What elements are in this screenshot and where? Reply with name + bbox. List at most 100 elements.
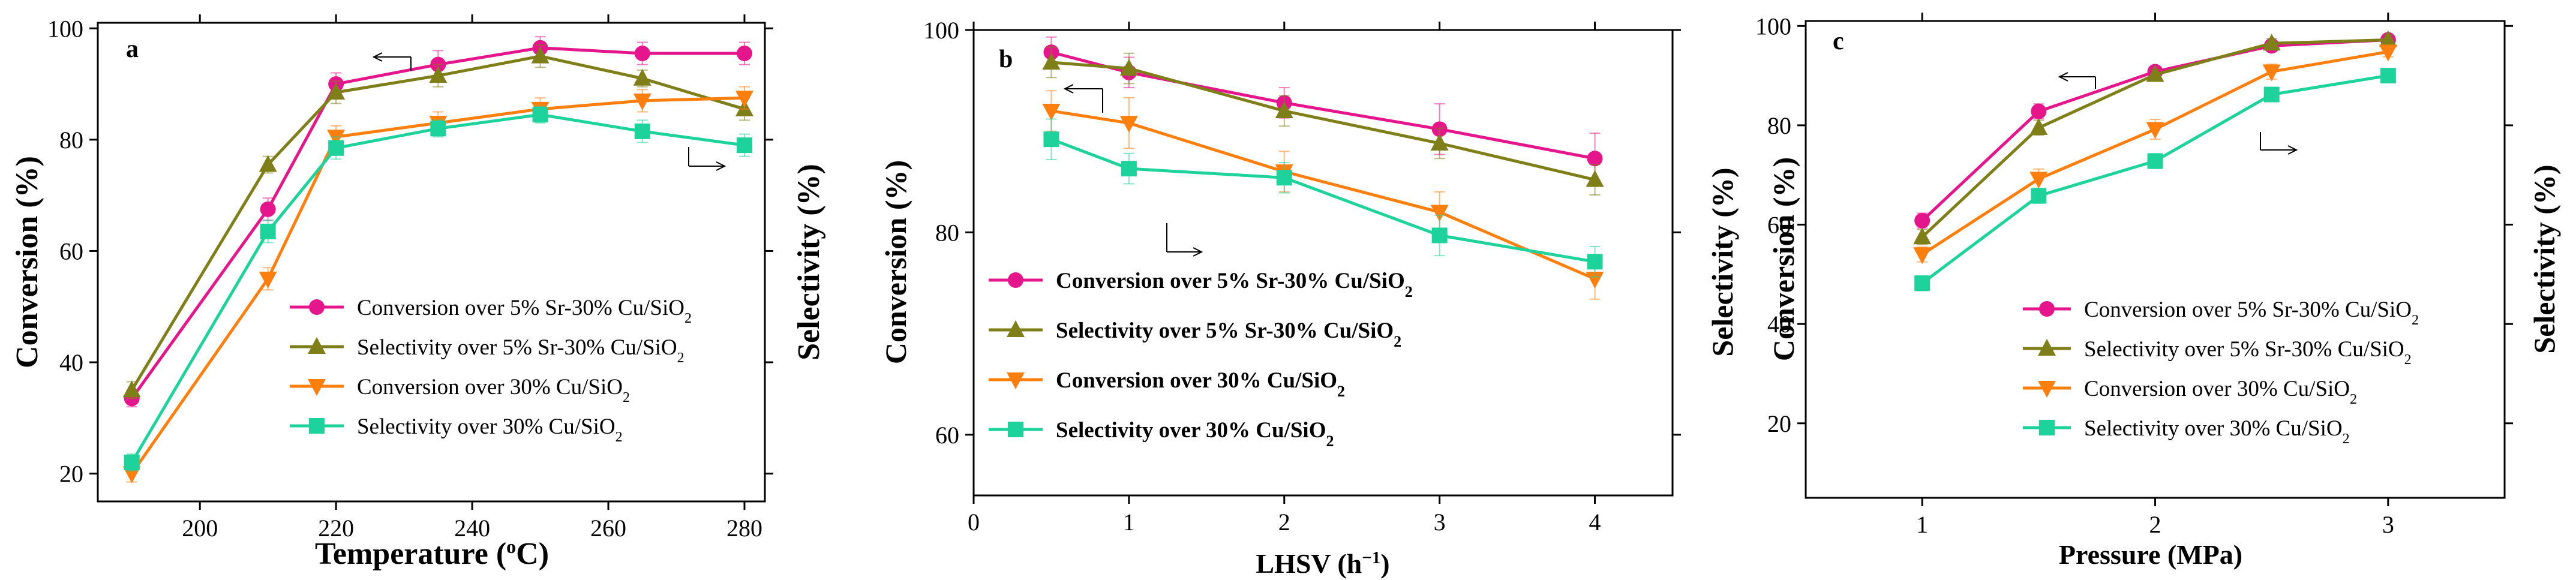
legend-entry: Conversion over 5% Sr-30% Cu/SiO2 bbox=[989, 269, 1413, 300]
chart-panel-c: 1 2 3 20 40 60 80 100 Pressure (MPa) Conversion (… bbox=[1755, 13, 2561, 570]
legend-label: Conversion over 30% Cu/SiO2 bbox=[1056, 368, 1345, 400]
data-point bbox=[1586, 170, 1604, 187]
data-point bbox=[124, 455, 140, 471]
legend-swatch-marker bbox=[309, 299, 325, 315]
legend-swatch-marker bbox=[308, 337, 326, 354]
x-axis-label: LHSV (h−1) bbox=[1256, 548, 1389, 579]
data-point bbox=[2147, 153, 2163, 169]
panel-letter: a bbox=[126, 35, 139, 63]
legend-swatch-marker bbox=[1008, 422, 1023, 437]
legend-swatch-marker bbox=[1007, 372, 1025, 389]
series-line bbox=[1921, 74, 2389, 285]
y-tick-label: 40 bbox=[1767, 311, 1791, 338]
plot-frame bbox=[972, 29, 1674, 497]
data-point bbox=[259, 155, 277, 172]
data-point bbox=[2029, 118, 2048, 136]
series-line bbox=[130, 113, 745, 464]
data-point bbox=[1587, 254, 1603, 270]
series-sel_sr bbox=[1042, 46, 1604, 196]
y-tick-label: 100 bbox=[1755, 13, 1791, 40]
y-axis-label-right: Selectivity (%) bbox=[792, 164, 826, 360]
data-point bbox=[1587, 151, 1603, 167]
axis-arrow-left bbox=[2058, 72, 2096, 89]
legend-entry: Conversion over 30% Cu/SiO2 bbox=[2023, 377, 2357, 407]
data-point bbox=[634, 123, 650, 139]
axis-arrow-right bbox=[2260, 132, 2298, 155]
series-sel_sr bbox=[122, 44, 753, 399]
data-point bbox=[1276, 170, 1292, 186]
data-point bbox=[2029, 172, 2048, 189]
y-tick-label: 20 bbox=[1767, 410, 1791, 437]
legend-swatch-marker bbox=[308, 379, 326, 396]
y-tick-label: 100 bbox=[47, 15, 83, 42]
y-axis-label-right: Selectivity (%) bbox=[2527, 164, 2561, 353]
y-axis-label-left: Conversion (%) bbox=[879, 160, 912, 364]
legend-entry: Conversion over 30% Cu/SiO2 bbox=[989, 368, 1345, 400]
legend-swatch-marker bbox=[1007, 320, 1025, 337]
data-point bbox=[259, 271, 277, 289]
data-point bbox=[633, 68, 651, 86]
data-point bbox=[735, 91, 753, 108]
x-tick-label: 2 bbox=[1278, 509, 1290, 536]
data-point bbox=[260, 201, 276, 217]
chart-panel-a: 200 220 240 260 280 20 40 60 80 100 Temperature (o… bbox=[10, 14, 826, 571]
data-point bbox=[1042, 52, 1061, 70]
legend-label: Conversion over 30% Cu/SiO2 bbox=[2084, 377, 2357, 407]
legend-swatch-marker bbox=[2038, 339, 2056, 356]
series-sel_cu bbox=[1914, 68, 2396, 291]
data-point bbox=[327, 82, 346, 100]
arrow-head bbox=[1063, 84, 1074, 94]
x-tick-label: 2 bbox=[2149, 511, 2161, 538]
legend-label: Selectivity over 5% Sr-30% Cu/SiO2 bbox=[357, 335, 684, 366]
series-sel_cu bbox=[1043, 118, 1603, 278]
plot-frame bbox=[97, 22, 766, 503]
legend-swatch-marker bbox=[309, 418, 325, 434]
legend-swatch-marker bbox=[2038, 381, 2056, 398]
data-point bbox=[1914, 212, 1931, 229]
legend-entry: Selectivity over 5% Sr-30% Cu/SiO2 bbox=[2023, 337, 2412, 368]
data-point bbox=[633, 93, 651, 110]
arrow-head bbox=[2287, 145, 2298, 155]
data-point bbox=[260, 223, 276, 239]
legend-entry: Selectivity over 5% Sr-30% Cu/SiO2 bbox=[989, 318, 1401, 350]
y-tick-label: 60 bbox=[1767, 212, 1791, 239]
data-point bbox=[2031, 188, 2047, 204]
chart-panel-b: 0 1 2 3 4 60 80 100 LHSV (h−1) Conversion (%) Sele… bbox=[879, 17, 1739, 579]
x-tick-label: 3 bbox=[1434, 509, 1446, 536]
legend-swatch-marker bbox=[2039, 301, 2055, 317]
x-tick-label: 200 bbox=[182, 515, 218, 542]
x-tick-label: 1 bbox=[1916, 511, 1928, 538]
y-axis-label-right: Selectivity (%) bbox=[1706, 167, 1739, 356]
data-point bbox=[2379, 30, 2397, 47]
y-axis-label-left: Conversion (%) bbox=[10, 156, 44, 368]
y-tick-label: 80 bbox=[935, 219, 959, 246]
series-line bbox=[1051, 109, 1596, 281]
series-conv_cu bbox=[1913, 44, 2397, 265]
legend-entry: Selectivity over 30% Cu/SiO2 bbox=[2023, 416, 2350, 447]
arrow-head bbox=[716, 161, 726, 171]
series-conv_cu bbox=[1042, 90, 1604, 300]
data-point bbox=[328, 140, 344, 156]
legend-label: Selectivity over 5% Sr-30% Cu/SiO2 bbox=[2084, 337, 2412, 368]
data-point bbox=[1586, 271, 1604, 289]
legend-entry: Conversion over 30% Cu/SiO2 bbox=[290, 375, 630, 405]
legend-label: Conversion over 5% Sr-30% Cu/SiO2 bbox=[1056, 269, 1413, 300]
panel-letter: c bbox=[1833, 28, 1844, 55]
x-tick-label: 4 bbox=[1589, 509, 1601, 536]
axis-arrow-left bbox=[372, 52, 412, 71]
legend-entry: Selectivity over 5% Sr-30% Cu/SiO2 bbox=[290, 335, 684, 366]
data-point bbox=[1431, 227, 1448, 244]
data-point bbox=[2262, 64, 2281, 82]
data-point bbox=[532, 107, 548, 123]
data-point bbox=[429, 66, 448, 83]
data-point bbox=[430, 121, 446, 137]
data-point bbox=[531, 46, 550, 64]
legend-entry: Selectivity over 30% Cu/SiO2 bbox=[290, 414, 623, 445]
data-point bbox=[1913, 227, 1932, 245]
data-point bbox=[2262, 34, 2281, 51]
arrow-head bbox=[372, 52, 383, 62]
arrow-head bbox=[2058, 72, 2068, 82]
x-tick-label: 1 bbox=[1123, 509, 1135, 536]
data-point bbox=[1914, 275, 1931, 291]
